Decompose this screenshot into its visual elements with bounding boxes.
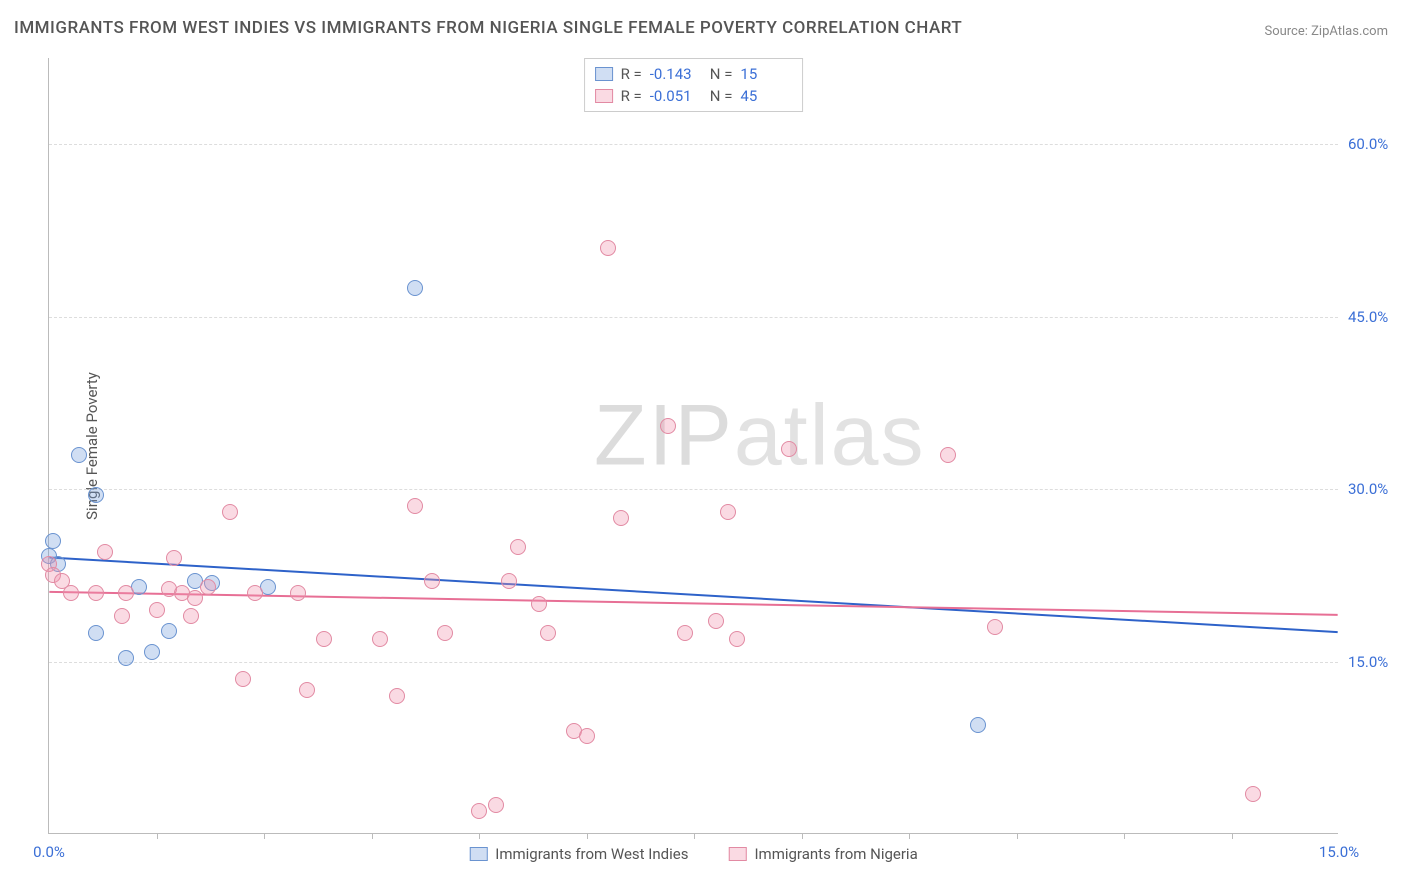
data-point bbox=[488, 797, 504, 813]
y-tick-label: 30.0% bbox=[1348, 480, 1406, 498]
data-point bbox=[118, 585, 134, 601]
x-tick bbox=[694, 833, 695, 839]
data-point bbox=[729, 631, 745, 647]
x-tick bbox=[479, 833, 480, 839]
data-point bbox=[290, 585, 306, 601]
data-point bbox=[372, 631, 388, 647]
x-tick bbox=[1017, 833, 1018, 839]
watermark: ZIPatlas bbox=[594, 386, 925, 485]
legend-n-value: 15 bbox=[740, 63, 792, 85]
x-tick bbox=[1124, 833, 1125, 839]
data-point bbox=[987, 619, 1003, 635]
data-point bbox=[183, 608, 199, 624]
gridline-h bbox=[49, 317, 1338, 318]
x-tick bbox=[802, 833, 803, 839]
chart-title: IMMIGRANTS FROM WEST INDIES VS IMMIGRANT… bbox=[14, 18, 962, 38]
gridline-h bbox=[49, 144, 1338, 145]
legend-r-label: R = bbox=[621, 85, 642, 107]
data-point bbox=[118, 650, 134, 666]
legend-n-value: 45 bbox=[740, 85, 792, 107]
data-point bbox=[540, 625, 556, 641]
data-point bbox=[235, 671, 251, 687]
data-point bbox=[677, 625, 693, 641]
data-point bbox=[88, 487, 104, 503]
x-tick-label: 15.0% bbox=[1319, 843, 1359, 861]
legend-r-label: R = bbox=[621, 63, 642, 85]
data-point bbox=[1245, 786, 1261, 802]
data-point bbox=[501, 573, 517, 589]
data-point bbox=[88, 585, 104, 601]
data-point bbox=[166, 550, 182, 566]
data-point bbox=[97, 544, 113, 560]
legend-correlation: R = -0.143 N = 15 R = -0.051 N = 45 bbox=[584, 58, 804, 112]
y-tick-label: 60.0% bbox=[1348, 135, 1406, 153]
trend-line bbox=[49, 557, 1337, 632]
data-point bbox=[660, 418, 676, 434]
data-point bbox=[114, 608, 130, 624]
legend-swatch bbox=[469, 847, 487, 861]
data-point bbox=[708, 613, 724, 629]
legend-r-value: -0.051 bbox=[650, 85, 702, 107]
legend-swatch bbox=[595, 67, 613, 81]
data-point bbox=[144, 644, 160, 660]
x-tick bbox=[1232, 833, 1233, 839]
legend-swatch bbox=[595, 89, 613, 103]
data-point bbox=[531, 596, 547, 612]
data-point bbox=[389, 688, 405, 704]
legend-row: R = -0.143 N = 15 bbox=[595, 63, 793, 85]
data-point bbox=[424, 573, 440, 589]
legend-swatch bbox=[728, 847, 746, 861]
gridline-h bbox=[49, 489, 1338, 490]
legend-item: Immigrants from Nigeria bbox=[728, 845, 917, 863]
data-point bbox=[161, 623, 177, 639]
legend-series: Immigrants from West Indies Immigrants fr… bbox=[469, 845, 917, 863]
data-point bbox=[781, 441, 797, 457]
x-tick bbox=[909, 833, 910, 839]
data-point bbox=[247, 585, 263, 601]
data-point bbox=[940, 447, 956, 463]
data-point bbox=[510, 539, 526, 555]
legend-n-label: N = bbox=[710, 63, 733, 85]
trend-lines-svg bbox=[49, 58, 1338, 833]
x-tick bbox=[157, 833, 158, 839]
data-point bbox=[54, 573, 70, 589]
data-point bbox=[600, 240, 616, 256]
x-tick bbox=[264, 833, 265, 839]
data-point bbox=[407, 498, 423, 514]
legend-series-name: Immigrants from West Indies bbox=[495, 845, 688, 863]
x-tick bbox=[587, 833, 588, 839]
legend-row: R = -0.051 N = 45 bbox=[595, 85, 793, 107]
watermark-bold: ZIP bbox=[594, 387, 734, 483]
plot-area: ZIPatlas 15.0%30.0%45.0%60.0%0.0%15.0%R … bbox=[48, 58, 1338, 834]
data-point bbox=[579, 728, 595, 744]
data-point bbox=[299, 682, 315, 698]
data-point bbox=[720, 504, 736, 520]
data-point bbox=[437, 625, 453, 641]
data-point bbox=[149, 602, 165, 618]
legend-r-value: -0.143 bbox=[650, 63, 702, 85]
y-tick-label: 45.0% bbox=[1348, 308, 1406, 326]
data-point bbox=[222, 504, 238, 520]
gridline-h bbox=[49, 662, 1338, 663]
source-attribution: Source: ZipAtlas.com bbox=[1264, 24, 1388, 39]
legend-series-name: Immigrants from Nigeria bbox=[754, 845, 917, 863]
legend-item: Immigrants from West Indies bbox=[469, 845, 688, 863]
data-point bbox=[200, 579, 216, 595]
y-tick-label: 15.0% bbox=[1348, 653, 1406, 671]
x-tick-label: 0.0% bbox=[33, 843, 65, 861]
data-point bbox=[970, 717, 986, 733]
data-point bbox=[613, 510, 629, 526]
watermark-light: atlas bbox=[734, 387, 926, 483]
data-point bbox=[187, 590, 203, 606]
x-tick bbox=[372, 833, 373, 839]
data-point bbox=[71, 447, 87, 463]
trend-line bbox=[49, 592, 1337, 615]
data-point bbox=[45, 533, 61, 549]
legend-n-label: N = bbox=[710, 85, 733, 107]
data-point bbox=[407, 280, 423, 296]
data-point bbox=[88, 625, 104, 641]
data-point bbox=[316, 631, 332, 647]
data-point bbox=[471, 803, 487, 819]
